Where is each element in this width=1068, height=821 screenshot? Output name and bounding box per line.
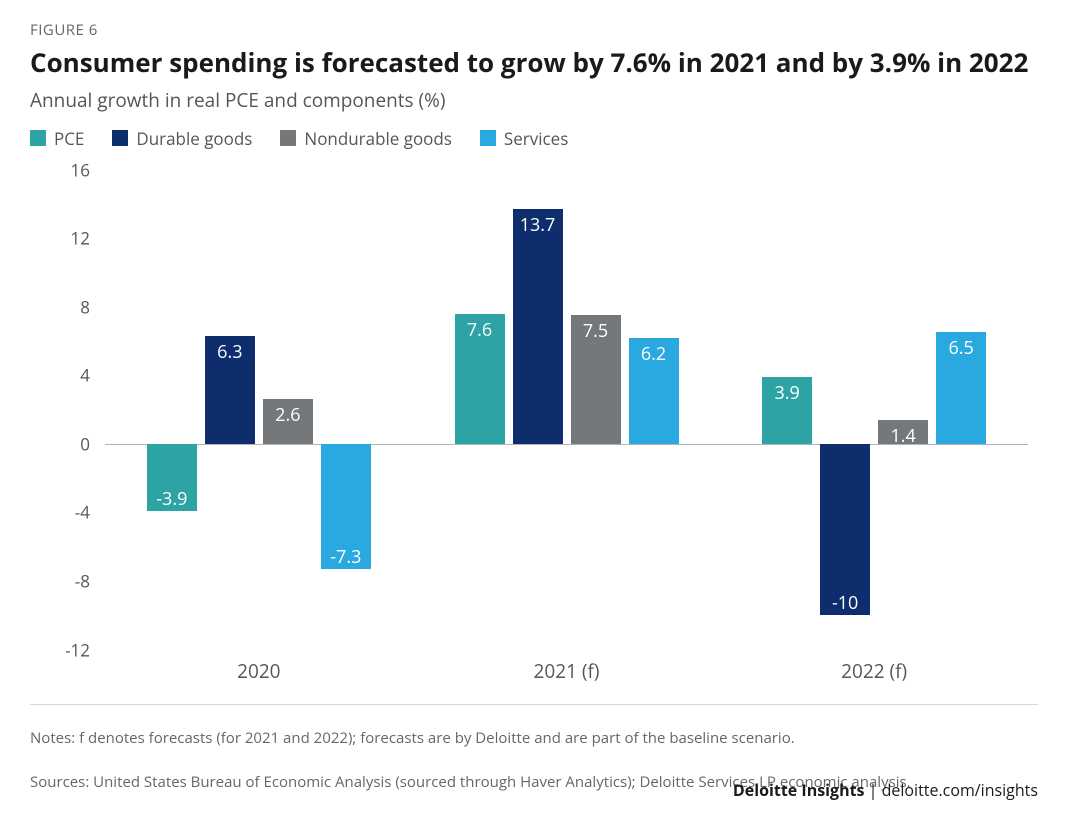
bar-label: 6.2 <box>625 342 683 366</box>
bar-slot: 2.6 <box>259 170 317 650</box>
y-tick: 12 <box>50 227 90 250</box>
footer-sep: | <box>865 779 882 801</box>
legend-label: Durable goods <box>136 127 252 150</box>
bar-label: 6.5 <box>932 336 990 360</box>
bar-slot: 13.7 <box>509 170 567 650</box>
bar-label: 3.9 <box>758 381 816 405</box>
legend-label: Services <box>504 127 568 150</box>
divider <box>30 704 1038 705</box>
legend-swatch <box>112 130 128 146</box>
y-tick: -12 <box>50 638 90 661</box>
legend-item: Services <box>480 127 568 150</box>
bar-slot: -3.9 <box>143 170 201 650</box>
bar-label: 7.6 <box>451 318 509 342</box>
legend-label: Nondurable goods <box>304 127 452 150</box>
y-tick: 16 <box>50 158 90 181</box>
bar-slot: 6.5 <box>932 170 990 650</box>
x-label: 2020 <box>237 658 280 684</box>
notes-1: Notes: f denotes forecasts (for 2021 and… <box>30 727 1038 750</box>
bar-slot: 7.5 <box>567 170 625 650</box>
bar-slot: 3.9 <box>758 170 816 650</box>
bar-group: 3.9 -10 1.4 6.5 <box>758 170 990 650</box>
bar-label: 1.4 <box>874 424 932 448</box>
bar-slot: 6.2 <box>625 170 683 650</box>
bar-label: 13.7 <box>509 213 567 237</box>
x-axis-labels: 2020 2021 (f) 2022 (f) <box>105 650 1028 690</box>
footer: Deloitte Insights | deloitte.com/insight… <box>733 779 1038 801</box>
legend-swatch <box>280 130 296 146</box>
y-tick: 4 <box>50 364 90 387</box>
y-tick: 8 <box>50 295 90 318</box>
chart-title: Consumer spending is forecasted to grow … <box>30 46 1038 79</box>
bar-slot: 1.4 <box>874 170 932 650</box>
chart-area: 1612840-4-8-12 -3.96.32.6-7.37.613.77.56… <box>60 170 1028 650</box>
chart-subtitle: Annual growth in real PCE and components… <box>30 87 1038 113</box>
bar-group: 7.6 13.7 7.56.2 <box>451 170 683 650</box>
figure-label: FIGURE 6 <box>30 20 1038 40</box>
bar-label: 2.6 <box>259 403 317 427</box>
bar-slot: 6.3 <box>201 170 259 650</box>
bar-label: 6.3 <box>201 340 259 364</box>
legend-swatch <box>30 130 46 146</box>
legend: PCE Durable goods Nondurable goods Services <box>30 127 1038 150</box>
x-label: 2022 (f) <box>841 658 907 684</box>
x-label: 2021 (f) <box>534 658 600 684</box>
bar-label: -10 <box>816 591 874 615</box>
bar-group: -3.9 6.3 2.6 -7.3 <box>143 170 375 650</box>
footer-link: deloitte.com/insights <box>882 779 1038 801</box>
legend-label: PCE <box>54 127 84 150</box>
bar-label: -3.9 <box>143 487 201 511</box>
plot-area: -3.9 6.3 2.6 -7.3 7.6 13.7 7.56.2 3.9 -10 1.4 6.5 <box>105 170 1028 650</box>
bar-slot: -10 <box>816 170 874 650</box>
legend-item: Nondurable goods <box>280 127 452 150</box>
y-tick: -8 <box>50 569 90 592</box>
bar-slot: 7.6 <box>451 170 509 650</box>
legend-swatch <box>480 130 496 146</box>
bar-label: 7.5 <box>567 319 625 343</box>
y-tick: -4 <box>50 501 90 524</box>
bar <box>820 444 870 615</box>
bar-slot: -7.3 <box>317 170 375 650</box>
bar <box>513 209 563 444</box>
y-axis: 1612840-4-8-12 <box>50 170 90 650</box>
legend-item: Durable goods <box>112 127 252 150</box>
legend-item: PCE <box>30 127 84 150</box>
footer-brand: Deloitte Insights <box>733 779 865 801</box>
y-tick: 0 <box>50 432 90 455</box>
bar-label: -7.3 <box>317 545 375 569</box>
